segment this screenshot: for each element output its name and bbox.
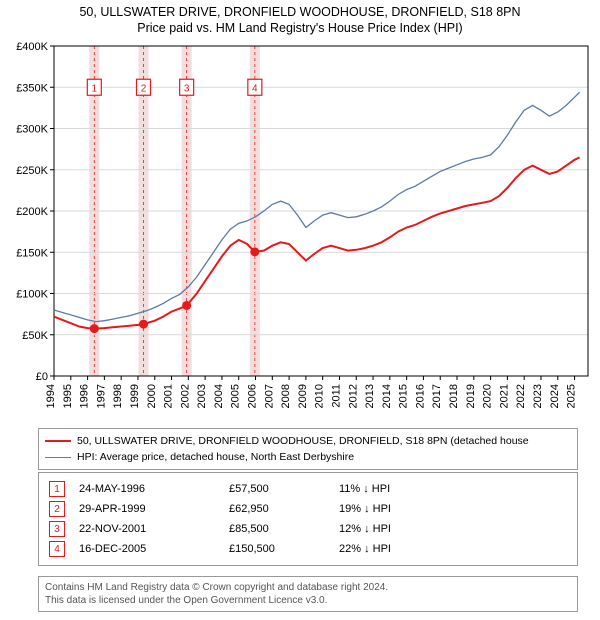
sale-point-4 xyxy=(250,247,259,256)
svg-text:1999: 1999 xyxy=(129,384,141,408)
svg-text:2010: 2010 xyxy=(314,384,326,408)
svg-text:2014: 2014 xyxy=(381,384,393,408)
svg-text:2015: 2015 xyxy=(398,384,410,408)
event-price-1: £57,500 xyxy=(229,483,339,495)
svg-text:£100K: £100K xyxy=(16,289,48,301)
chart-container: 50, ULLSWATER DRIVE, DRONFIELD WOODHOUSE… xyxy=(0,0,600,620)
svg-text:2016: 2016 xyxy=(414,384,426,408)
event-delta-4: 22% ↓ HPI xyxy=(339,543,459,555)
svg-text:1997: 1997 xyxy=(95,384,107,408)
event-row-2: 2 29-APR-1999£62,95019% ↓ HPI xyxy=(45,499,571,519)
event-delta-2: 19% ↓ HPI xyxy=(339,503,459,515)
sale-point-1 xyxy=(90,324,99,333)
svg-text:2004: 2004 xyxy=(213,384,225,408)
svg-text:2020: 2020 xyxy=(482,384,494,408)
legend-label-1: HPI: Average price, detached house, Nort… xyxy=(77,451,354,463)
title-block: 50, ULLSWATER DRIVE, DRONFIELD WOODHOUSE… xyxy=(0,0,600,36)
svg-text:2013: 2013 xyxy=(364,384,376,408)
svg-text:2019: 2019 xyxy=(465,384,477,408)
legend-row-0: 50, ULLSWATER DRIVE, DRONFIELD WOODHOUSE… xyxy=(45,433,571,449)
legend-label-0: 50, ULLSWATER DRIVE, DRONFIELD WOODHOUSE… xyxy=(77,435,529,447)
svg-text:£350K: £350K xyxy=(16,82,48,94)
chart-svg: £0 £50K £100K £150K £200K £250K £300K £350K £400… xyxy=(8,40,594,420)
event-row-4: 4 16-DEC-2005£150,50022% ↓ HPI xyxy=(45,539,571,559)
callout-num-3: 3 xyxy=(184,83,190,94)
svg-text:2006: 2006 xyxy=(247,384,259,408)
svg-text:£0: £0 xyxy=(36,371,48,383)
svg-text:2005: 2005 xyxy=(230,384,242,408)
svg-text:2024: 2024 xyxy=(549,384,561,408)
svg-text:£400K: £400K xyxy=(16,41,48,53)
svg-text:2003: 2003 xyxy=(196,384,208,408)
svg-text:2022: 2022 xyxy=(515,384,527,408)
title-line-2: Price paid vs. HM Land Registry's House … xyxy=(0,20,600,36)
svg-text:£250K: £250K xyxy=(16,165,48,177)
title-line-1: 50, ULLSWATER DRIVE, DRONFIELD WOODHOUSE… xyxy=(0,4,600,20)
event-date-2: 29-APR-1999 xyxy=(79,503,229,515)
event-price-3: £85,500 xyxy=(229,523,339,535)
svg-text:1995: 1995 xyxy=(62,384,74,408)
svg-text:£150K: £150K xyxy=(16,247,48,259)
svg-text:2012: 2012 xyxy=(347,384,359,408)
callout-num-1: 1 xyxy=(92,83,98,94)
svg-text:2007: 2007 xyxy=(263,384,275,408)
svg-text:£200K: £200K xyxy=(16,206,48,218)
svg-text:2008: 2008 xyxy=(280,384,292,408)
legend-swatch-0 xyxy=(45,440,71,442)
svg-text:2018: 2018 xyxy=(448,384,460,408)
svg-text:2002: 2002 xyxy=(179,384,191,408)
svg-text:2009: 2009 xyxy=(297,384,309,408)
event-delta-3: 12% ↓ HPI xyxy=(339,523,459,535)
svg-text:2011: 2011 xyxy=(330,384,342,408)
svg-text:£50K: £50K xyxy=(22,330,48,342)
legend-swatch-1 xyxy=(45,457,71,458)
callout-num-2: 2 xyxy=(141,83,147,94)
event-date-4: 16-DEC-2005 xyxy=(79,543,229,555)
svg-text:2021: 2021 xyxy=(498,384,510,408)
event-delta-1: 11% ↓ HPI xyxy=(339,483,459,495)
svg-text:£300K: £300K xyxy=(16,124,48,136)
events-table: 1 24-MAY-1996£57,50011% ↓ HPI 2 29-APR-1999… xyxy=(38,472,578,566)
legend-row-1: HPI: Average price, detached house, Nort… xyxy=(45,449,571,465)
chart-area: £0 £50K £100K £150K £200K £250K £300K £350K £400… xyxy=(8,40,594,420)
sale-point-3 xyxy=(182,301,191,310)
footer-line-1: Contains HM Land Registry data © Crown c… xyxy=(45,581,571,594)
event-marker-4: 4 xyxy=(49,541,65,557)
event-row-3: 3 22-NOV-2001£85,50012% ↓ HPI xyxy=(45,519,571,539)
event-marker-3: 3 xyxy=(49,521,65,537)
event-marker-1: 1 xyxy=(49,481,65,497)
callout-num-4: 4 xyxy=(252,83,258,94)
svg-text:1996: 1996 xyxy=(79,384,91,408)
event-marker-2: 2 xyxy=(49,501,65,517)
footer: Contains HM Land Registry data © Crown c… xyxy=(38,576,578,612)
svg-text:1998: 1998 xyxy=(112,384,124,408)
svg-text:2000: 2000 xyxy=(146,384,158,408)
event-price-4: £150,500 xyxy=(229,543,339,555)
svg-text:1994: 1994 xyxy=(45,384,57,408)
event-row-1: 1 24-MAY-1996£57,50011% ↓ HPI xyxy=(45,479,571,499)
svg-text:2025: 2025 xyxy=(566,384,578,408)
event-date-1: 24-MAY-1996 xyxy=(79,483,229,495)
svg-text:2017: 2017 xyxy=(431,384,443,408)
svg-text:2001: 2001 xyxy=(163,384,175,408)
footer-line-2: This data is licensed under the Open Gov… xyxy=(45,594,571,607)
event-date-3: 22-NOV-2001 xyxy=(79,523,229,535)
sale-point-2 xyxy=(139,320,148,329)
svg-text:2023: 2023 xyxy=(532,384,544,408)
event-price-2: £62,950 xyxy=(229,503,339,515)
legend: 50, ULLSWATER DRIVE, DRONFIELD WOODHOUSE… xyxy=(38,428,578,470)
